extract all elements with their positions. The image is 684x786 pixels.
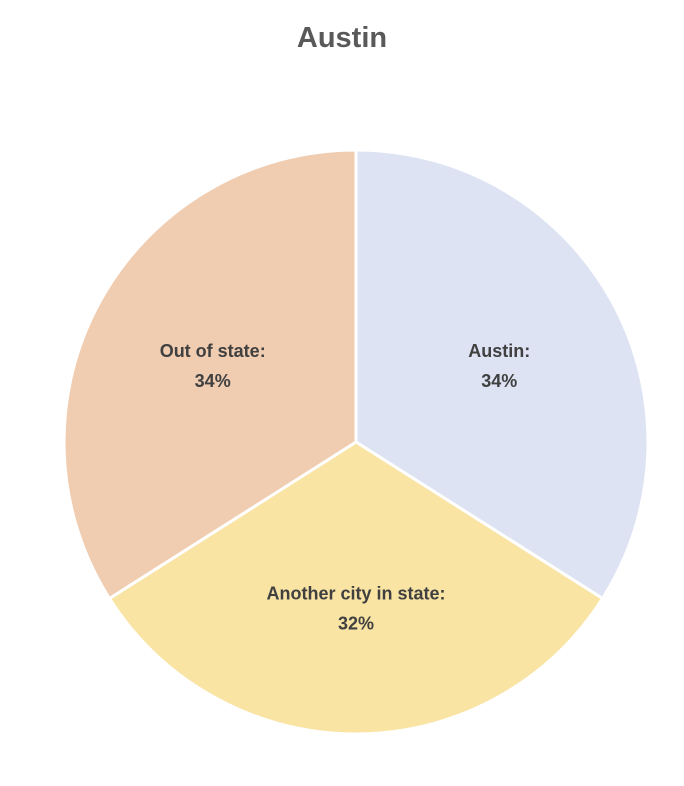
pie-slices xyxy=(62,148,650,736)
slice-category-label: Out of state: xyxy=(160,341,266,361)
slice-value-label: 32% xyxy=(338,614,374,634)
pie-slice-0 xyxy=(354,148,650,601)
slice-label-2: Out of state: 34% xyxy=(160,341,266,391)
chart-title: Austin xyxy=(296,22,388,54)
pie-slice-2 xyxy=(62,148,358,601)
slice-label-0: Austin: 34% xyxy=(468,341,530,391)
pie-slice-1 xyxy=(107,440,605,736)
slice-category-label: Another city in state: xyxy=(266,584,445,604)
slice-label-1: Another city in state: 32% xyxy=(266,584,445,634)
slice-value-label: 34% xyxy=(195,371,231,391)
slice-category-label: Austin: xyxy=(468,341,530,361)
slice-value-label: 34% xyxy=(481,371,517,391)
pie-labels: Austin: 34% Another city in state: 32% Out o… xyxy=(160,341,531,633)
